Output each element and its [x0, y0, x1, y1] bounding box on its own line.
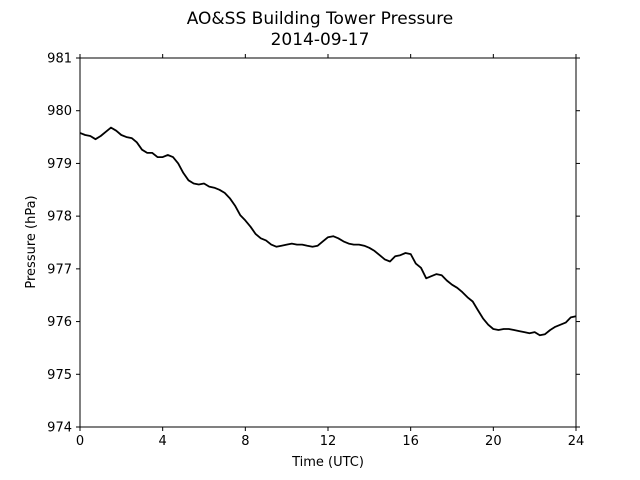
x-tick-label: 0 — [76, 434, 84, 449]
y-tick-label: 975 — [47, 368, 72, 383]
x-tick-label: 12 — [320, 434, 337, 449]
plot-area — [79, 57, 577, 428]
x-tick-label: 4 — [159, 434, 167, 449]
y-tick-label: 981 — [47, 52, 72, 67]
y-tick-label: 978 — [47, 210, 72, 225]
chart-subtitle: 2014-09-17 — [271, 30, 370, 50]
y-tick-label: 977 — [47, 262, 72, 277]
y-tick-label: 980 — [47, 104, 72, 119]
y-tick-label: 979 — [47, 157, 72, 172]
y-tick-label: 976 — [47, 315, 72, 330]
chart-title: AO&SS Building Tower Pressure — [187, 9, 454, 29]
x-axis-label: Time (UTC) — [291, 455, 364, 470]
x-tick-label: 24 — [568, 434, 585, 449]
x-tick-label: 8 — [241, 434, 249, 449]
series-line-pressure — [79, 126, 577, 337]
y-axis: 974 975 976 977 978 979 980 981 — [47, 52, 580, 436]
x-axis: 0 4 8 12 16 20 24 — [76, 54, 584, 449]
y-tick-label: 974 — [47, 421, 72, 436]
y-axis-label: Pressure (hPa) — [24, 195, 39, 288]
plot-frame — [79, 57, 577, 428]
x-tick-label: 20 — [485, 434, 502, 449]
x-tick-label: 16 — [402, 434, 419, 449]
